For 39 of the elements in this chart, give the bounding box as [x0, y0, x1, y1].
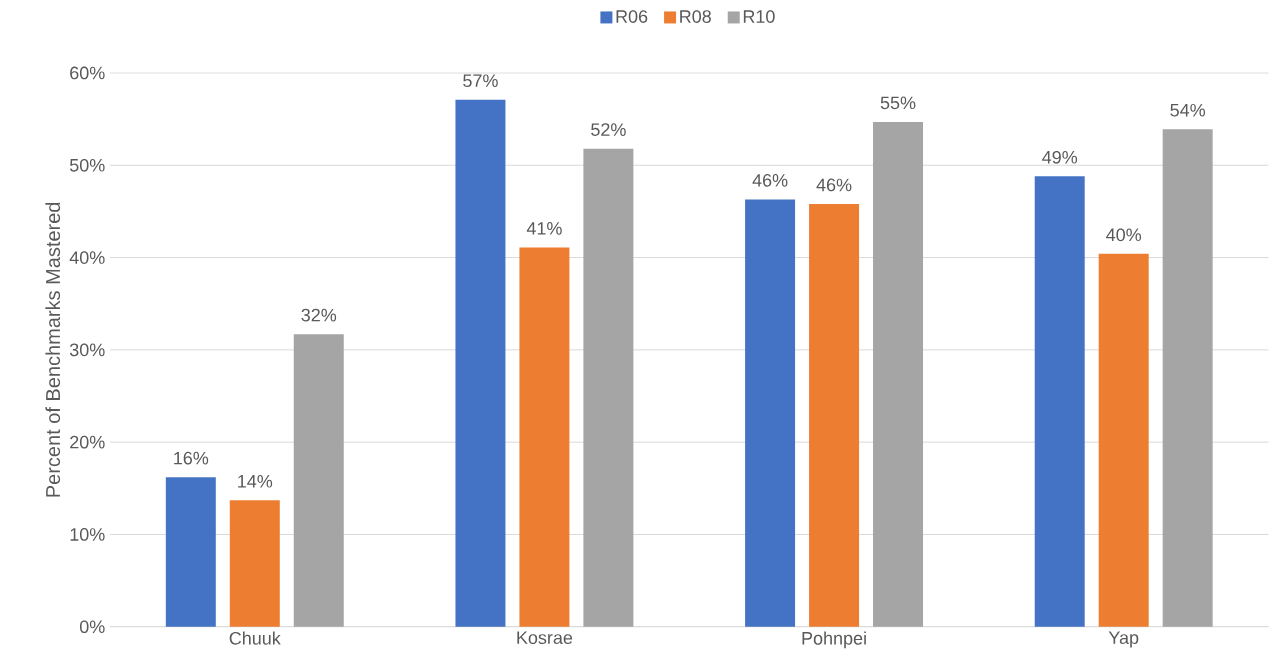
- data-label: 14%: [238, 475, 273, 488]
- y-tick-label: 40%: [69, 251, 105, 265]
- bar: [745, 199, 796, 627]
- data-label: 16%: [174, 451, 209, 465]
- x-tick-label: Kosrae: [517, 631, 573, 645]
- x-tick-label: Pohnpei: [802, 631, 866, 649]
- y-tick-label: 20%: [70, 435, 105, 449]
- data-label: 40%: [1106, 228, 1142, 242]
- legend-label: R08: [680, 10, 711, 24]
- y-tick-label: 30%: [69, 343, 105, 357]
- bar: [809, 204, 860, 627]
- data-label: 46%: [752, 174, 788, 187]
- data-label: 55%: [880, 96, 916, 110]
- y-tick-label: 0%: [79, 620, 105, 634]
- bar: [229, 500, 280, 627]
- y-axis-title: Percent of Benchmarks Mastered: [45, 202, 61, 497]
- data-label: 57%: [463, 74, 498, 88]
- x-tick-label: Chuuk: [229, 631, 281, 645]
- data-label: 52%: [591, 123, 626, 137]
- data-label: 54%: [1170, 104, 1206, 117]
- bar: [165, 477, 216, 627]
- data-label: 41%: [526, 222, 562, 235]
- bar: [519, 247, 570, 627]
- data-label: 46%: [816, 178, 852, 192]
- bar: [1098, 254, 1149, 627]
- y-tick-label: 50%: [69, 159, 105, 172]
- x-tick-label: Yap: [1108, 631, 1139, 648]
- legend-label: R10: [743, 10, 775, 24]
- bar: [293, 334, 344, 627]
- bar: [455, 99, 506, 627]
- bar: [873, 122, 924, 627]
- legend-label: R06: [616, 10, 648, 24]
- data-label: 49%: [1042, 151, 1078, 164]
- data-label: 32%: [301, 308, 337, 322]
- y-tick-label: 60%: [70, 66, 105, 80]
- bar: [1034, 176, 1085, 627]
- bar: [1162, 129, 1213, 627]
- y-tick-label: 10%: [70, 528, 105, 541]
- bar: [583, 148, 634, 627]
